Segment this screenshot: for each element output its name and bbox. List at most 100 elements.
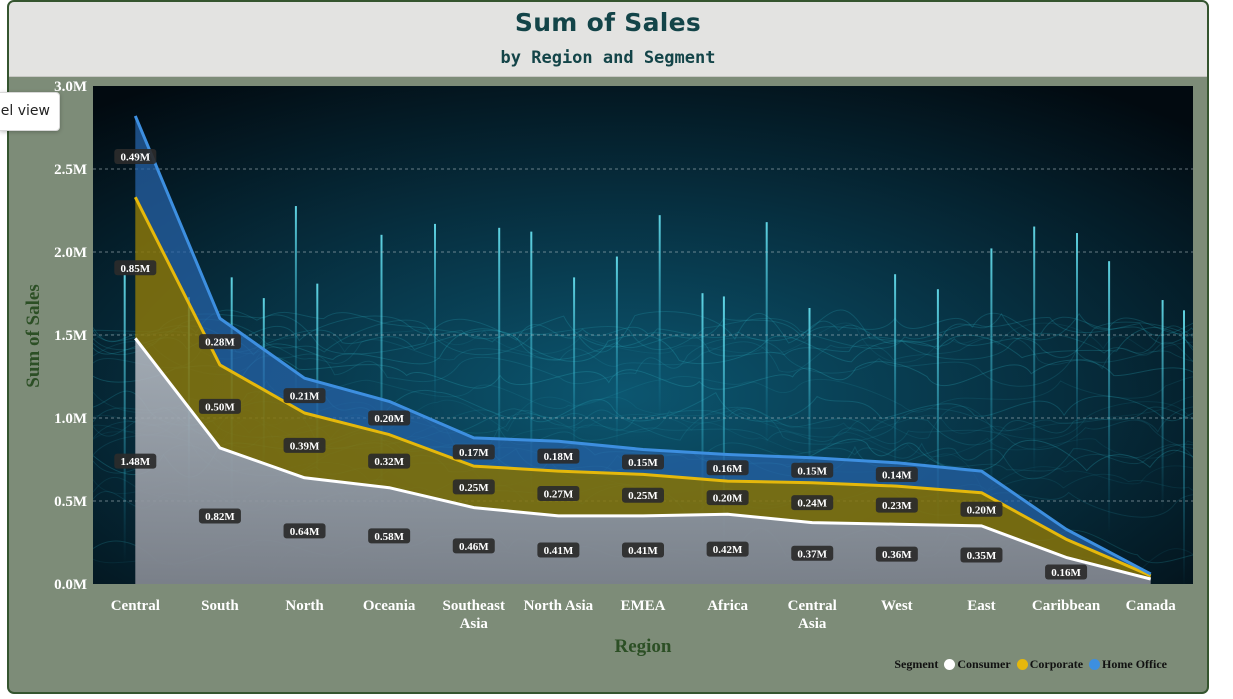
x-axis: Central South North Oceania Southeast Asia Nor… xyxy=(111,598,1176,632)
line-home-office xyxy=(133,115,1152,576)
data-label: 0.21M xyxy=(283,388,326,404)
area-chart: 1.48M 0.82M 0.64M 0.58M 0.46M 0.41M 0.41M 0.42M… xyxy=(23,79,1193,657)
legend-item-home-office[interactable]: Home Office xyxy=(1089,657,1167,672)
data-label-box xyxy=(960,547,1003,563)
data-label-text: 0.21M xyxy=(290,391,320,403)
contour-line xyxy=(93,317,1193,360)
x-tick-label: Africa xyxy=(707,598,748,614)
legend-marker-corporate xyxy=(1016,659,1028,670)
data-label: 1.48M xyxy=(114,453,157,469)
glow-streak xyxy=(434,223,436,406)
glow-streak xyxy=(615,256,618,449)
data-label-text: 0.15M xyxy=(797,465,827,477)
glow-streak xyxy=(701,293,704,539)
legend-item-consumer[interactable]: Consumer xyxy=(944,657,1011,672)
data-label: 0.82M xyxy=(198,508,241,524)
data-label: 0.18M xyxy=(537,448,580,464)
x-tick-label: South xyxy=(201,598,239,614)
data-label-text: 0.17M xyxy=(459,447,489,459)
data-label-box xyxy=(706,460,749,476)
data-label: 0.64M xyxy=(283,523,326,539)
model-view-tooltip[interactable]: Model view xyxy=(0,92,60,131)
data-label-text: 0.36M xyxy=(882,549,912,561)
contour-line xyxy=(93,327,1193,365)
data-label: 0.20M xyxy=(368,410,411,426)
data-label-box xyxy=(706,490,749,506)
data-label: 0.58M xyxy=(368,528,411,544)
data-label-box xyxy=(537,486,580,502)
data-label-text: 0.58M xyxy=(374,531,404,543)
data-label-box xyxy=(791,545,834,561)
data-label-text: 0.20M xyxy=(713,493,743,505)
data-label: 0.27M xyxy=(537,486,580,502)
data-label: 0.39M xyxy=(283,437,326,453)
data-label-text: 0.82M xyxy=(205,511,235,523)
line-corporate xyxy=(133,196,1152,578)
y-tick-label: 2.0M xyxy=(54,245,87,261)
legend-item-corporate[interactable]: Corporate xyxy=(1016,657,1084,672)
x-tick-label: West xyxy=(881,598,913,614)
data-label-text: 0.85M xyxy=(120,263,150,275)
data-label-box xyxy=(537,542,580,558)
data-label-text: 0.27M xyxy=(544,489,574,501)
data-label-box xyxy=(283,523,326,539)
data-label-text: 0.50M xyxy=(205,401,235,413)
data-label: 0.46M xyxy=(452,538,495,554)
data-label: 0.41M xyxy=(537,542,580,558)
y-tick-label: 3.0M xyxy=(54,79,87,95)
x-tick-label: Caribbean xyxy=(1032,598,1101,614)
legend-label-corporate: Corporate xyxy=(1029,657,1084,671)
data-label: 0.42M xyxy=(706,541,749,557)
x-tick-label: EMEA xyxy=(621,598,666,614)
data-label: 0.37M xyxy=(791,545,834,561)
data-label-box xyxy=(791,462,834,478)
glow-streak xyxy=(722,296,725,575)
chart-title: Sum of Sales xyxy=(514,8,702,37)
legend-title: Segment xyxy=(894,657,939,671)
data-label-box xyxy=(283,437,326,453)
y-axis-title: Sum of Sales xyxy=(23,284,44,387)
data-label-text: 0.64M xyxy=(290,526,320,538)
data-label-box xyxy=(368,528,411,544)
data-label-box xyxy=(622,454,664,470)
data-label: 0.35M xyxy=(960,547,1003,563)
contour-line xyxy=(93,309,1193,348)
series-lines xyxy=(133,115,1152,581)
data-label-text: 0.28M xyxy=(205,337,235,349)
glow-streak xyxy=(1183,310,1185,584)
data-label: 0.16M xyxy=(1045,564,1088,580)
glow-streak xyxy=(936,289,939,547)
data-label-text: 1.48M xyxy=(120,456,150,468)
contour-line xyxy=(93,311,1193,343)
data-label-box xyxy=(875,466,918,482)
data-label-text: 0.20M xyxy=(967,504,997,516)
y-axis: 0.0M 0.5M 1.0M 1.5M 2.0M 2.5M 3.0M xyxy=(54,79,87,593)
data-label-text: 0.49M xyxy=(120,152,150,164)
data-label-text: 0.23M xyxy=(882,500,912,512)
data-label-box xyxy=(368,453,411,469)
data-label: 0.23M xyxy=(875,497,918,513)
tooltip-text: Model view xyxy=(0,103,50,119)
data-label-box xyxy=(537,448,580,464)
data-label-text: 0.25M xyxy=(459,482,489,494)
data-label-text: 0.35M xyxy=(967,550,997,562)
data-label-box xyxy=(622,487,664,503)
data-label-text: 0.42M xyxy=(713,544,743,556)
glow-streak xyxy=(380,234,383,518)
data-label: 0.20M xyxy=(960,501,1003,517)
data-label-box xyxy=(114,453,157,469)
data-label: 0.16M xyxy=(706,460,749,476)
data-label-box xyxy=(875,546,918,562)
data-label: 0.14M xyxy=(875,466,918,482)
data-label-box xyxy=(875,497,918,513)
data-label-box xyxy=(452,479,495,495)
data-label-text: 0.14M xyxy=(882,469,912,481)
data-label-text: 0.41M xyxy=(628,545,658,557)
chart-frame: Sum of Sales by Region and Segment 1.4 xyxy=(7,0,1209,694)
data-label: 0.85M xyxy=(114,260,157,276)
data-label-text: 0.46M xyxy=(459,541,489,553)
data-label-text: 0.24M xyxy=(797,498,827,510)
glow-streak xyxy=(894,274,897,479)
x-tick-label: Oceania xyxy=(363,598,416,614)
data-label-box xyxy=(622,542,664,558)
